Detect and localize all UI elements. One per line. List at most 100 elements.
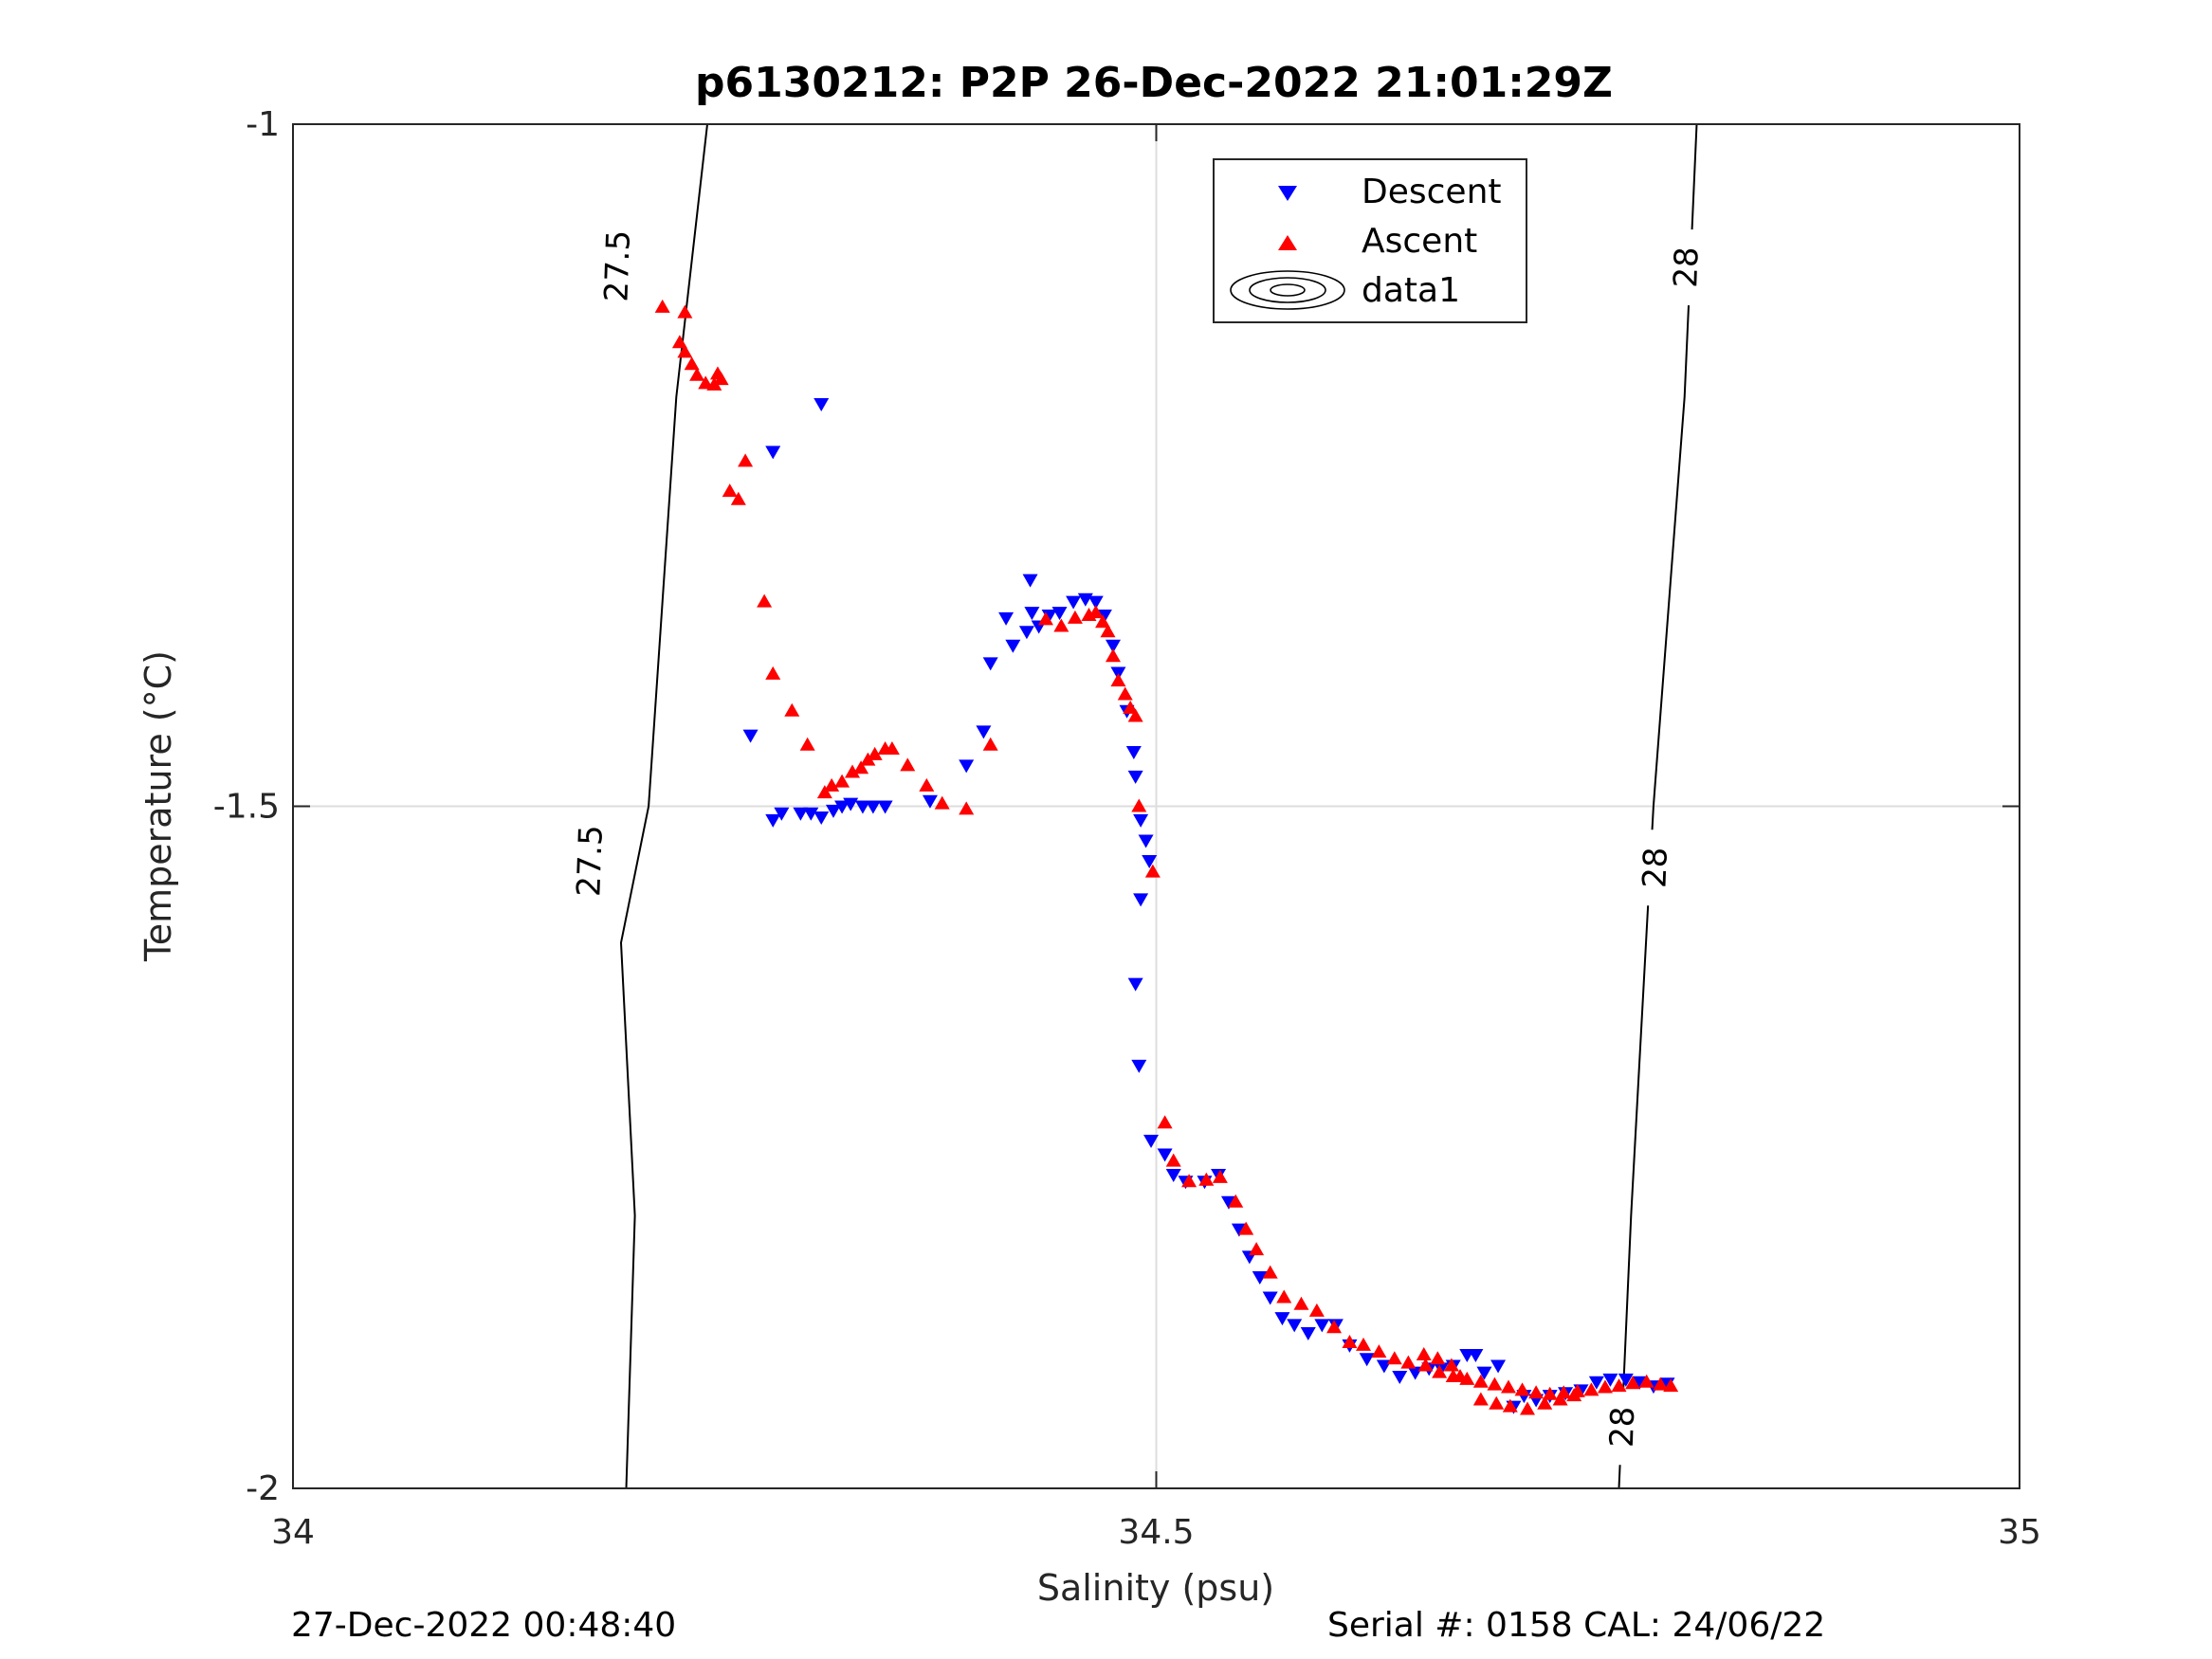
contour-label: 28: [1603, 1406, 1642, 1449]
ascent-point: [1552, 1392, 1568, 1406]
ascent-point: [816, 785, 832, 799]
ascent-point: [730, 491, 746, 505]
ascent-point: [1053, 618, 1069, 632]
descent-point: [843, 797, 859, 811]
legend-descent-label: Descent: [1362, 173, 1502, 211]
descent-point: [803, 807, 819, 821]
descent-point: [1051, 607, 1068, 621]
legend: Descent Ascent data1: [1213, 158, 1527, 323]
ascent-point: [689, 367, 705, 381]
ascent-point: [765, 665, 781, 680]
ascent-point: [1386, 1351, 1402, 1365]
descent-point: [1476, 1366, 1492, 1380]
descent-point: [1127, 977, 1143, 992]
y-axis-ticks: -1 -1.5 -2: [213, 105, 2020, 1508]
descent-point: [814, 811, 830, 826]
descent-point: [774, 807, 790, 821]
descent-point: [982, 657, 998, 671]
descent-point: [1131, 1059, 1147, 1073]
ascent-point: [1528, 1385, 1545, 1399]
descent-point: [814, 397, 830, 411]
descent-point: [1468, 1348, 1484, 1362]
contour-label: 28: [1636, 847, 1674, 889]
ascent-point: [1100, 624, 1116, 638]
descent-point: [742, 729, 759, 743]
descent-point: [1133, 893, 1149, 907]
descent-point: [1632, 1376, 1648, 1390]
descent-point: [1220, 1195, 1236, 1210]
ascent-point: [1105, 648, 1121, 663]
descent-point: [1138, 834, 1154, 848]
ascent-point: [959, 801, 975, 815]
ascent-point: [1537, 1395, 1553, 1410]
x-axis-ticks: 34 34.5 35: [271, 124, 2041, 1552]
y-tick-label: -1.5: [213, 788, 280, 827]
descent-point: [1602, 1373, 1618, 1387]
ascent-point: [671, 335, 687, 349]
ascent-point: [1037, 611, 1053, 626]
descent-point: [825, 804, 841, 818]
ascent-point: [1308, 1303, 1325, 1317]
descent-point: [1588, 1376, 1604, 1390]
legend-ascent-marker: [1278, 235, 1297, 250]
descent-point: [1252, 1270, 1268, 1285]
ascent-point: [853, 760, 869, 775]
ascent-point: [1095, 614, 1111, 629]
descent-point: [998, 611, 1015, 626]
ascent-point: [1500, 1379, 1516, 1394]
descent-point: [959, 759, 975, 774]
ascent-point: [1472, 1392, 1489, 1406]
ascent-point: [834, 774, 850, 788]
ascent-point: [1663, 1378, 1679, 1393]
ascent-point: [1131, 798, 1147, 812]
ascent-point: [1342, 1335, 1358, 1349]
contour-label: 27.5: [570, 824, 611, 897]
descent-point: [1143, 1135, 1160, 1149]
footer-serial-cal: Serial #: 0158 CAL: 24/06/22: [1327, 1606, 1825, 1645]
x-tick-label: 34: [271, 1513, 315, 1552]
ascent-point: [1514, 1382, 1530, 1396]
x-tick-label: 34.5: [1118, 1513, 1194, 1552]
ascent-point: [1144, 864, 1161, 878]
ascent-point: [1597, 1379, 1613, 1394]
ascent-point: [1400, 1355, 1417, 1369]
data-points: [654, 299, 1679, 1415]
contour-label-gap: [571, 823, 613, 900]
ascent-point: [1416, 1346, 1432, 1360]
ascent-point: [1123, 700, 1139, 714]
descent-point: [1105, 639, 1121, 653]
ascent-point: [722, 483, 738, 498]
ascent-point: [824, 777, 840, 792]
ascent-point: [1117, 686, 1133, 701]
descent-point: [793, 807, 809, 821]
ascent-point: [1067, 610, 1083, 624]
ascent-point: [1198, 1172, 1215, 1186]
legend-data1-label: data1: [1362, 271, 1460, 310]
ascent-point: [1443, 1358, 1459, 1372]
descent-point: [1392, 1371, 1408, 1385]
plot-area: 27.5 27.5 28 28 28: [292, 123, 2020, 1489]
ascent-point: [1625, 1376, 1641, 1390]
ascent-point: [784, 702, 800, 717]
ascent-point: [884, 741, 900, 756]
footer-timestamp: 27-Dec-2022 00:48:40: [291, 1606, 676, 1645]
ascent-point: [1653, 1376, 1669, 1391]
descent-point: [1359, 1353, 1375, 1367]
descent-point: [1096, 610, 1112, 624]
descent-point: [1287, 1319, 1303, 1333]
descent-point: [834, 800, 850, 814]
ascent-point: [1276, 1289, 1292, 1304]
ascent-point: [1472, 1374, 1489, 1388]
y-axis-label: Temperature (°C): [137, 650, 179, 962]
ascent-point: [1520, 1401, 1536, 1415]
ascent-point: [1262, 1265, 1278, 1279]
descent-point: [1088, 595, 1104, 610]
descent-point: [1300, 1326, 1316, 1340]
contour-label: 28: [1667, 246, 1706, 289]
ascent-point: [1326, 1320, 1343, 1334]
ascent-point: [1293, 1296, 1309, 1310]
descent-point: [877, 800, 893, 814]
density-contours: 27.5 27.5 28 28 28: [570, 123, 1709, 1489]
ascent-point: [1228, 1194, 1244, 1208]
